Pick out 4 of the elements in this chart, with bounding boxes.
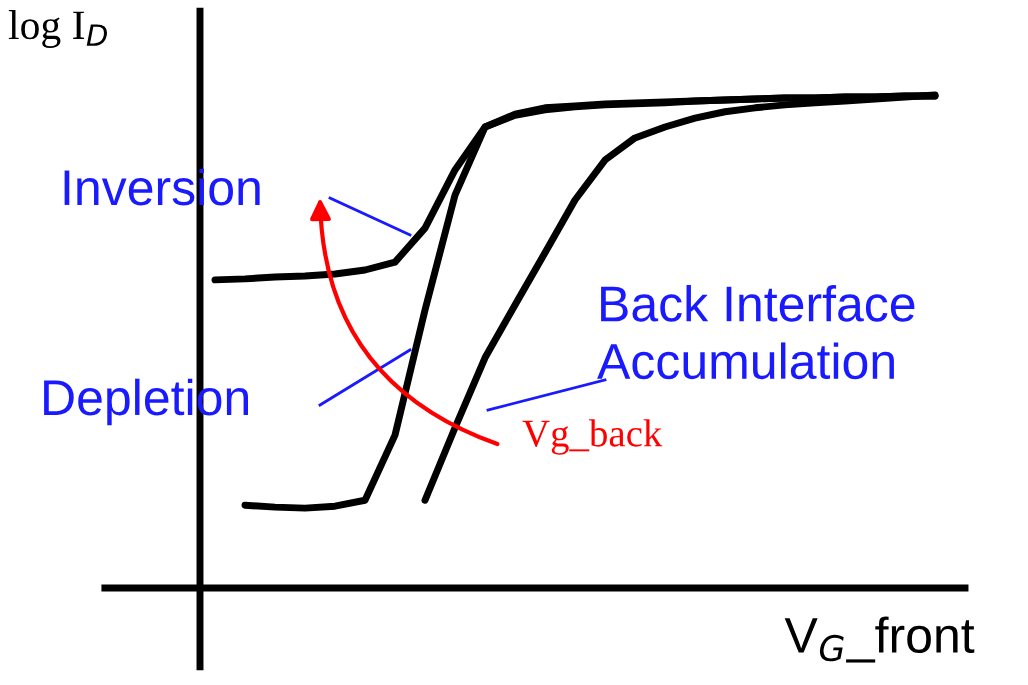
annotation: Vg_back: [522, 419, 663, 455]
annotation: Back Interface Accumulation: [597, 284, 915, 380]
y-axis-title: log I$_{D}$: [8, 10, 107, 48]
x-axis-title: V$_{G}$_front: [784, 616, 975, 663]
